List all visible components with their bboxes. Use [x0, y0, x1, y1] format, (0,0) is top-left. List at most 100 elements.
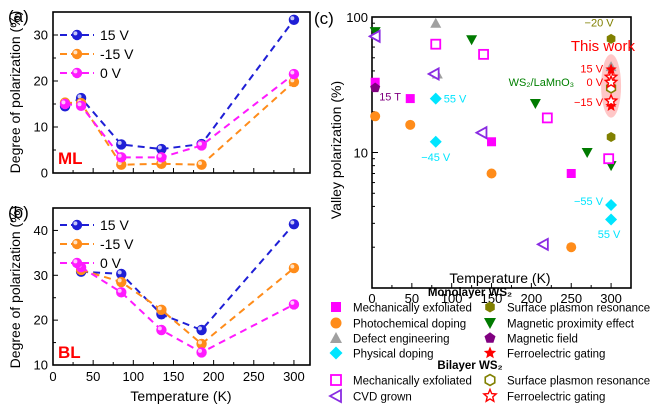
y-tick-label: 10: [34, 120, 48, 135]
legend-label-bl-mech: Mechanically exfoliated: [353, 376, 472, 388]
data-point-ml-photo: [486, 168, 497, 179]
data-point-body: [116, 287, 127, 298]
series-line-2: [64, 73, 295, 159]
data-point-bl-mech: [478, 48, 489, 60]
data-point-highlight: [157, 326, 162, 331]
data-point: [196, 159, 207, 170]
y-tick-label: 20: [34, 313, 48, 328]
data-point-highlight: [117, 140, 122, 145]
data-point: [116, 159, 127, 170]
data-point-body: [288, 262, 300, 274]
legend-marker-ml-mpe: [484, 318, 496, 329]
annotation: WS₂/LaMnO₃: [509, 77, 575, 89]
x-tick-label: 0: [49, 369, 56, 384]
y-tick-label: 40: [34, 223, 48, 238]
data-point: [116, 268, 127, 280]
panel-c-ylabel: Valley polarization (%): [328, 81, 344, 219]
data-point: [288, 14, 300, 26]
data-point-ml-spr: [606, 132, 616, 143]
legend-bilayer-title: Bilayer WS₂: [437, 360, 502, 372]
data-point-bl-cvd: [426, 66, 440, 81]
legend-label: -15 V: [100, 236, 134, 252]
data-point-highlight: [117, 153, 122, 158]
data-point: [288, 299, 300, 310]
plot-frame: [371, 16, 632, 289]
legend-marker-ml-mech: [331, 302, 341, 312]
legend-marker-bl-mech: [330, 374, 342, 386]
data-point: [75, 100, 87, 112]
data-point-ml-defect: [430, 17, 442, 28]
data-point-ml-fe: [605, 100, 617, 111]
legend-label-ml-photo: Photochemical doping: [353, 319, 466, 331]
data-point-ml-mpe: [529, 98, 541, 109]
data-point-body: [196, 347, 207, 358]
legend-marker-body: [71, 238, 83, 250]
data-point-body: [156, 324, 167, 336]
legend-marker: [71, 219, 83, 231]
data-point-body: [116, 276, 127, 288]
data-point-highlight: [157, 306, 162, 311]
panel-b-label: (b): [8, 203, 29, 222]
data-point: [156, 304, 167, 316]
panel-c-xlabel: Temperature (K): [449, 270, 550, 286]
data-point-ml-phys: [605, 213, 618, 226]
legend-marker-ml-phys: [329, 346, 343, 360]
data-point-ml-mpe: [369, 27, 381, 38]
data-point-ml-phys: [429, 92, 442, 105]
legend-monolayer-title: Monolayer WS₂: [428, 287, 512, 299]
panel-c-label: (c): [314, 9, 334, 28]
data-point-highlight: [290, 16, 295, 21]
data-point-highlight: [77, 102, 82, 107]
panel-b-tag: BL: [58, 343, 81, 362]
data-point: [116, 276, 127, 288]
data-point-bl-cvd: [367, 29, 381, 44]
data-point-body: [288, 14, 300, 26]
data-point-highlight: [197, 348, 202, 353]
legend-label: 15 V: [100, 217, 129, 233]
data-point-ml-mpe: [466, 35, 478, 46]
legend-marker-highlight: [73, 69, 78, 74]
annotation: −45 V: [421, 152, 451, 164]
data-point-highlight: [197, 340, 202, 345]
data-point-ml-mag: [370, 82, 381, 93]
legend-marker-body: [71, 29, 83, 41]
x-tick-label: 50: [405, 291, 419, 306]
x-tick-label: 300: [283, 369, 305, 384]
plot-frame: [52, 207, 311, 366]
legend-marker-body: [71, 219, 83, 231]
x-tick-label: 50: [86, 369, 100, 384]
data-point-ml-mpe: [581, 148, 593, 158]
legend-label-ml-fe: Ferroelectric gating: [507, 349, 605, 361]
legend-marker-bl-fe: [482, 387, 498, 403]
data-point: [156, 143, 167, 155]
legend-label-ml-spr: Surface plasmon resonance: [507, 303, 650, 315]
y-tick-label: 30: [34, 28, 48, 43]
data-point-highlight: [290, 78, 295, 83]
data-point-body: [288, 218, 300, 230]
data-point-ml-mech: [566, 168, 576, 178]
legend-label: 15 V: [100, 27, 129, 43]
panel-b-xlabel: Temperature (K): [130, 388, 231, 404]
x-tick-label: 200: [203, 369, 225, 384]
data-point-highlight: [117, 288, 122, 293]
data-point-highlight: [157, 145, 162, 150]
legend-label: -15 V: [100, 46, 134, 62]
data-point-ml-photo: [370, 111, 381, 122]
x-tick-label: 150: [163, 369, 185, 384]
legend-label-bl-cvd: CVD grown: [353, 392, 412, 404]
legend-marker-body: [71, 48, 83, 60]
legend-label: 0 V: [100, 255, 122, 271]
data-point-body: [156, 304, 167, 316]
y-tick-label: 20: [34, 74, 48, 89]
data-point-highlight: [77, 94, 82, 99]
data-point-ml-fe: [605, 63, 617, 75]
legend-marker-ml-fe: [483, 346, 497, 359]
legend-marker-ml-defect: [330, 332, 342, 343]
data-point: [59, 98, 71, 110]
data-point-ml-photo: [405, 119, 416, 130]
legend-marker: [71, 29, 83, 41]
data-point-ml-mech: [370, 77, 380, 87]
x-tick-label: 300: [600, 291, 622, 306]
panel-b: (b) Degree of polarization (%) BL Temper…: [7, 203, 311, 404]
